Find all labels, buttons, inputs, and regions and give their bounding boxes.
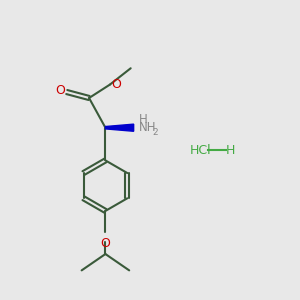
Text: HCl: HCl [190,143,211,157]
Text: NH: NH [139,121,157,134]
Text: O: O [100,237,110,250]
Text: O: O [111,78,121,91]
Text: H: H [226,143,235,157]
Text: H: H [139,113,148,126]
Text: 2: 2 [153,128,158,137]
Polygon shape [105,124,134,131]
Text: O: O [55,84,65,97]
